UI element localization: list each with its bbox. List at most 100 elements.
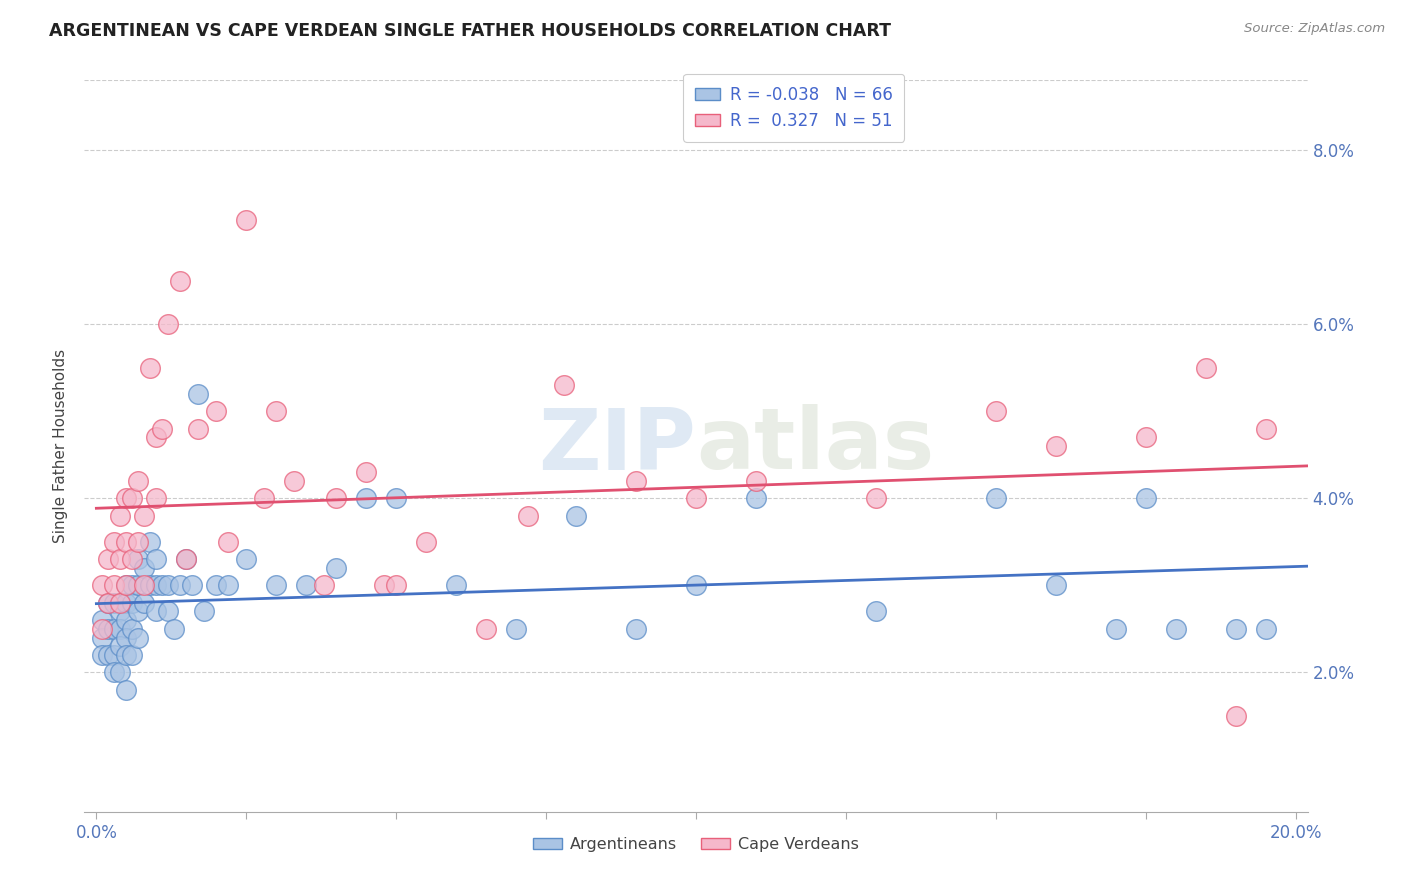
Point — [505, 622, 527, 636]
Point — [97, 596, 120, 610]
Point — [325, 491, 347, 506]
Point — [1254, 421, 1277, 435]
Point — [139, 360, 162, 375]
Point — [553, 378, 575, 392]
Point — [110, 622, 132, 636]
Point — [187, 421, 209, 435]
Point — [169, 578, 191, 592]
Point — [103, 578, 125, 592]
Point — [1105, 622, 1128, 636]
Point — [174, 552, 197, 566]
Point — [121, 491, 143, 506]
Point — [145, 491, 167, 506]
Point — [145, 430, 167, 444]
Point — [1225, 709, 1247, 723]
Point — [624, 474, 647, 488]
Point — [253, 491, 276, 506]
Point — [103, 622, 125, 636]
Point — [385, 491, 408, 506]
Point — [110, 596, 132, 610]
Point — [115, 578, 138, 592]
Point — [685, 491, 707, 506]
Text: atlas: atlas — [696, 404, 934, 488]
Point — [145, 604, 167, 618]
Point — [565, 508, 588, 523]
Point — [181, 578, 204, 592]
Y-axis label: Single Father Households: Single Father Households — [53, 349, 69, 543]
Point — [103, 596, 125, 610]
Point — [91, 578, 114, 592]
Point — [235, 212, 257, 227]
Point — [134, 508, 156, 523]
Point — [134, 561, 156, 575]
Point — [169, 274, 191, 288]
Point — [121, 596, 143, 610]
Point — [115, 631, 138, 645]
Point — [115, 648, 138, 662]
Point — [373, 578, 395, 592]
Point — [415, 534, 437, 549]
Point — [91, 622, 114, 636]
Point — [97, 622, 120, 636]
Point — [264, 404, 287, 418]
Point — [127, 552, 149, 566]
Point — [134, 578, 156, 592]
Text: Source: ZipAtlas.com: Source: ZipAtlas.com — [1244, 22, 1385, 36]
Point — [1164, 622, 1187, 636]
Point — [354, 491, 377, 506]
Point — [121, 578, 143, 592]
Point — [115, 596, 138, 610]
Point — [110, 508, 132, 523]
Point — [134, 596, 156, 610]
Point — [91, 613, 114, 627]
Point — [1135, 491, 1157, 506]
Point — [110, 640, 132, 654]
Point — [97, 648, 120, 662]
Point — [150, 421, 173, 435]
Point — [1195, 360, 1218, 375]
Point — [475, 622, 498, 636]
Point — [150, 578, 173, 592]
Point — [193, 604, 215, 618]
Text: ARGENTINEAN VS CAPE VERDEAN SINGLE FATHER HOUSEHOLDS CORRELATION CHART: ARGENTINEAN VS CAPE VERDEAN SINGLE FATHE… — [49, 22, 891, 40]
Point — [115, 682, 138, 697]
Point — [865, 604, 887, 618]
Point — [103, 665, 125, 680]
Point — [1254, 622, 1277, 636]
Point — [103, 534, 125, 549]
Point — [314, 578, 336, 592]
Point — [385, 578, 408, 592]
Point — [139, 534, 162, 549]
Legend: Argentineans, Cape Verdeans: Argentineans, Cape Verdeans — [527, 830, 865, 859]
Point — [115, 534, 138, 549]
Point — [127, 534, 149, 549]
Point — [115, 613, 138, 627]
Point — [984, 491, 1007, 506]
Point — [217, 534, 239, 549]
Point — [624, 622, 647, 636]
Point — [745, 491, 768, 506]
Point — [1045, 439, 1067, 453]
Point — [517, 508, 540, 523]
Point — [205, 404, 228, 418]
Point — [1135, 430, 1157, 444]
Point — [984, 404, 1007, 418]
Point — [127, 578, 149, 592]
Point — [145, 578, 167, 592]
Text: ZIP: ZIP — [538, 404, 696, 488]
Point — [103, 648, 125, 662]
Point — [121, 552, 143, 566]
Point — [121, 622, 143, 636]
Point — [205, 578, 228, 592]
Point — [235, 552, 257, 566]
Point — [91, 631, 114, 645]
Point — [139, 578, 162, 592]
Point — [97, 552, 120, 566]
Point — [354, 465, 377, 479]
Point — [121, 648, 143, 662]
Point — [444, 578, 467, 592]
Point — [163, 622, 186, 636]
Point — [127, 631, 149, 645]
Point — [127, 604, 149, 618]
Point — [110, 665, 132, 680]
